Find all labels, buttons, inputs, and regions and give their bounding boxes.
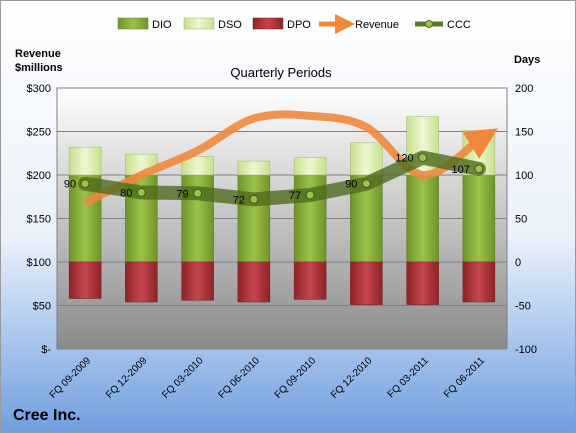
right-axis-ticks: -100 -50 0 50 100 150 200 <box>515 83 537 356</box>
x-tick-label: FQ 03-2011 <box>386 355 431 400</box>
revenue-line <box>83 110 498 207</box>
left-axis-label-line1: Revenue <box>15 48 61 60</box>
bar-dio <box>462 174 496 263</box>
legend-label-revenue: Revenue <box>355 19 399 31</box>
ccc-point <box>136 187 146 197</box>
legend-label-dio: DIO <box>152 19 172 31</box>
bar-dpo <box>462 261 496 303</box>
legend-label-dso: DSO <box>218 19 242 31</box>
ccc-point <box>80 179 90 189</box>
ccc-point <box>249 194 259 204</box>
bar-dso <box>68 146 102 176</box>
left-tick-label: $- <box>41 344 51 356</box>
right-tick-label: -50 <box>515 301 531 313</box>
ccc-data-label: 72 <box>233 194 245 206</box>
company-name: Cree Inc. <box>13 407 81 424</box>
bar-dpo <box>125 261 158 303</box>
right-axis-label: Days <box>514 54 540 66</box>
left-axis-ticks: $- $50 $100 $150 $200 $250 $300 <box>27 83 52 356</box>
bar-dio <box>237 174 271 263</box>
ccc-point <box>193 188 203 198</box>
x-tick-label: FQ 12-2010 <box>329 355 375 401</box>
ccc-point <box>361 179 371 189</box>
right-tick-label: 50 <box>515 214 527 226</box>
left-axis-label-line2: $millions <box>15 62 63 74</box>
bar-dpo <box>406 261 439 305</box>
bar-dso <box>350 142 383 176</box>
left-tick-label: $300 <box>27 83 51 95</box>
x-axis-ticks: FQ 09-2009 FQ 12-2009 FQ 03-2010 FQ 06-2010… <box>48 355 488 401</box>
bar-dpo <box>237 261 271 303</box>
legend-swatch-dpo <box>252 17 284 30</box>
ccc-data-label: 107 <box>452 164 470 176</box>
ccc-data-label: 77 <box>289 190 301 202</box>
ccc-data-label: 90 <box>345 179 357 191</box>
ccc-point <box>305 190 315 200</box>
bar-dso <box>237 160 271 176</box>
legend-swatch-dio <box>117 17 149 30</box>
chart-title: Quarterly Periods <box>230 65 332 80</box>
legend-marker-ccc <box>425 20 433 28</box>
ccc-point <box>418 153 428 163</box>
bar-dso <box>181 156 214 176</box>
x-tick-label: FQ 06-2010 <box>216 355 262 401</box>
x-tick-label: FQ 03-2010 <box>160 355 206 401</box>
right-tick-label: -100 <box>515 344 537 356</box>
left-tick-label: $100 <box>27 257 51 269</box>
ccc-data-label: 90 <box>64 179 76 191</box>
bar-dso <box>293 157 327 176</box>
left-tick-label: $50 <box>33 301 51 313</box>
left-tick-label: $200 <box>27 170 51 182</box>
bar-dpo <box>68 261 102 299</box>
legend-label-ccc: CCC <box>447 19 471 31</box>
ccc-data-label: 80 <box>120 187 132 199</box>
x-tick-label: FQ 12-2009 <box>104 355 150 401</box>
ccc-data-label: 79 <box>176 188 188 200</box>
ccc-data-label: 120 <box>395 153 413 165</box>
right-tick-label: 100 <box>515 170 533 182</box>
legend-label-dpo: DPO <box>287 19 311 31</box>
bar-dpo <box>350 261 383 305</box>
legend: DIO DSO DPO Revenue CCC <box>117 14 471 34</box>
legend-swatch-dso <box>183 17 215 30</box>
lines: 90 80 79 72 77 90 120 107 <box>64 110 498 207</box>
right-tick-label: 150 <box>515 127 533 139</box>
ccc-line <box>78 150 486 207</box>
x-tick-label: FQ 09-2010 <box>273 355 319 401</box>
bar-dio <box>406 174 439 263</box>
bar-dpo <box>293 261 327 300</box>
x-tick-label: FQ 06-2011 <box>442 355 487 400</box>
left-tick-label: $250 <box>27 127 51 139</box>
right-tick-label: 0 <box>515 257 521 269</box>
x-tick-label: FQ 09-2009 <box>48 355 94 401</box>
left-tick-label: $150 <box>27 214 51 226</box>
right-tick-label: 200 <box>515 83 533 95</box>
bar-dpo <box>181 261 214 301</box>
ccc-point <box>474 164 484 174</box>
